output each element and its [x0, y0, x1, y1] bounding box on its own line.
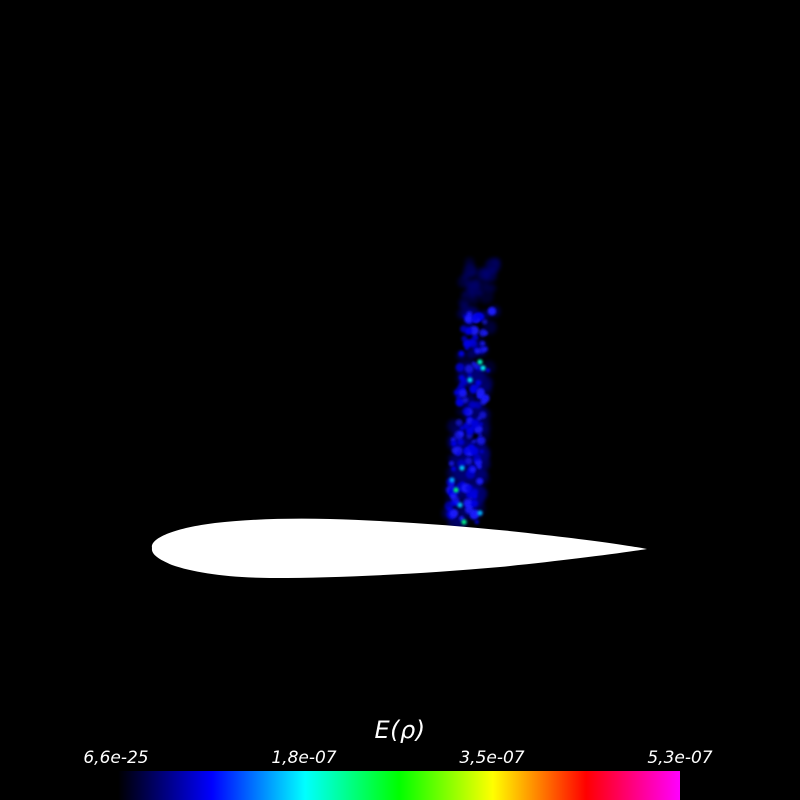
plume-blob — [464, 457, 473, 466]
plume-blob — [478, 313, 483, 319]
plume-blob — [455, 398, 465, 407]
plume-blob — [485, 368, 491, 373]
colorbar-tick-max: 5,3e-07 — [647, 748, 713, 768]
plume-blob — [470, 419, 480, 428]
plume-blob — [449, 477, 455, 483]
plume-blob — [456, 451, 460, 455]
plume-blob — [463, 498, 472, 507]
plume-blob — [481, 360, 496, 375]
plume-blob — [481, 319, 488, 325]
plume-blob — [468, 269, 477, 278]
plume-blob — [479, 449, 484, 454]
plume-blob — [469, 497, 473, 501]
plume-blob — [458, 389, 468, 398]
plume-blob — [451, 440, 457, 447]
plume-blob — [450, 493, 457, 500]
plume-blob — [477, 464, 482, 470]
plume-blob — [459, 465, 465, 471]
plume-blob — [476, 436, 486, 445]
plume-blob — [471, 314, 479, 322]
plume-blob — [466, 314, 473, 322]
plume-blob — [469, 466, 477, 473]
plume-blob — [459, 425, 465, 431]
plume-blob — [476, 388, 485, 398]
plume-blob — [471, 361, 476, 366]
plume-blob — [448, 460, 455, 467]
plume-blob — [480, 340, 486, 347]
plume-blob — [461, 407, 470, 416]
plume-blob — [477, 359, 483, 365]
plume-blob — [467, 373, 472, 378]
plume-blob — [459, 515, 465, 521]
plume-blob — [456, 407, 465, 416]
plume-blob — [469, 385, 478, 394]
plume-blob — [480, 399, 487, 406]
plume-blob — [485, 258, 501, 274]
plume-blob — [474, 400, 483, 409]
plume-blob — [449, 500, 455, 506]
plume-blob — [465, 484, 474, 492]
plume-blob — [487, 283, 497, 293]
plume-blob — [477, 375, 493, 392]
plume-blob — [462, 447, 470, 455]
plume-blob — [451, 466, 457, 472]
plume-blob — [473, 454, 481, 462]
plume-blob — [461, 519, 467, 525]
colorbar-tick-2: 1,8e-07 — [271, 748, 337, 768]
plume-blob — [468, 401, 477, 409]
plume-blob — [458, 350, 465, 357]
plume-blob — [476, 477, 484, 485]
plume-blob — [466, 350, 475, 359]
plume-blob — [455, 362, 465, 372]
airfoil-shape — [151, 518, 647, 578]
plume-blob — [449, 508, 459, 518]
colorbar-tick-min: 6,6e-25 — [83, 748, 149, 768]
plume-blob — [455, 419, 463, 427]
plume-blob — [466, 427, 474, 436]
plume-blob — [478, 433, 482, 437]
plume-blob — [465, 505, 474, 514]
plume-blob — [474, 519, 479, 525]
plume-blob — [483, 331, 488, 336]
plume-blob — [464, 327, 473, 335]
plume-blob — [469, 325, 480, 336]
plume-blob — [476, 267, 491, 282]
plume-blob — [478, 346, 486, 354]
colorbar-gradient — [118, 771, 680, 800]
plume-blob — [479, 281, 490, 291]
plume-blob — [471, 440, 475, 444]
plume-blob — [464, 346, 469, 350]
plume-blob — [458, 374, 465, 381]
plume-blob — [454, 430, 464, 440]
colorbar-tick-3: 3,5e-07 — [459, 748, 525, 768]
plume-blob — [462, 397, 469, 404]
plume-blob — [467, 278, 480, 291]
plume-blob — [458, 297, 470, 308]
plume-blob — [487, 306, 497, 316]
plume-blob — [479, 411, 487, 419]
plume-blob — [457, 502, 463, 508]
plume-blob — [464, 364, 474, 374]
plume-blob — [474, 348, 481, 355]
plume-blob — [469, 499, 479, 508]
plume-blob — [467, 444, 475, 452]
plume-blob — [480, 365, 486, 371]
plume-blob — [451, 446, 459, 454]
plume-blob — [466, 490, 475, 499]
plume-blob — [479, 422, 483, 426]
plume-blob — [457, 438, 465, 446]
plume-blob — [477, 510, 483, 516]
plume-blob — [467, 377, 473, 383]
plume-blob — [463, 339, 472, 349]
plume-blob — [453, 487, 459, 493]
plume-blob — [478, 288, 494, 304]
colorbar-title: E(ρ) — [374, 716, 426, 744]
energy-plume — [441, 257, 501, 530]
